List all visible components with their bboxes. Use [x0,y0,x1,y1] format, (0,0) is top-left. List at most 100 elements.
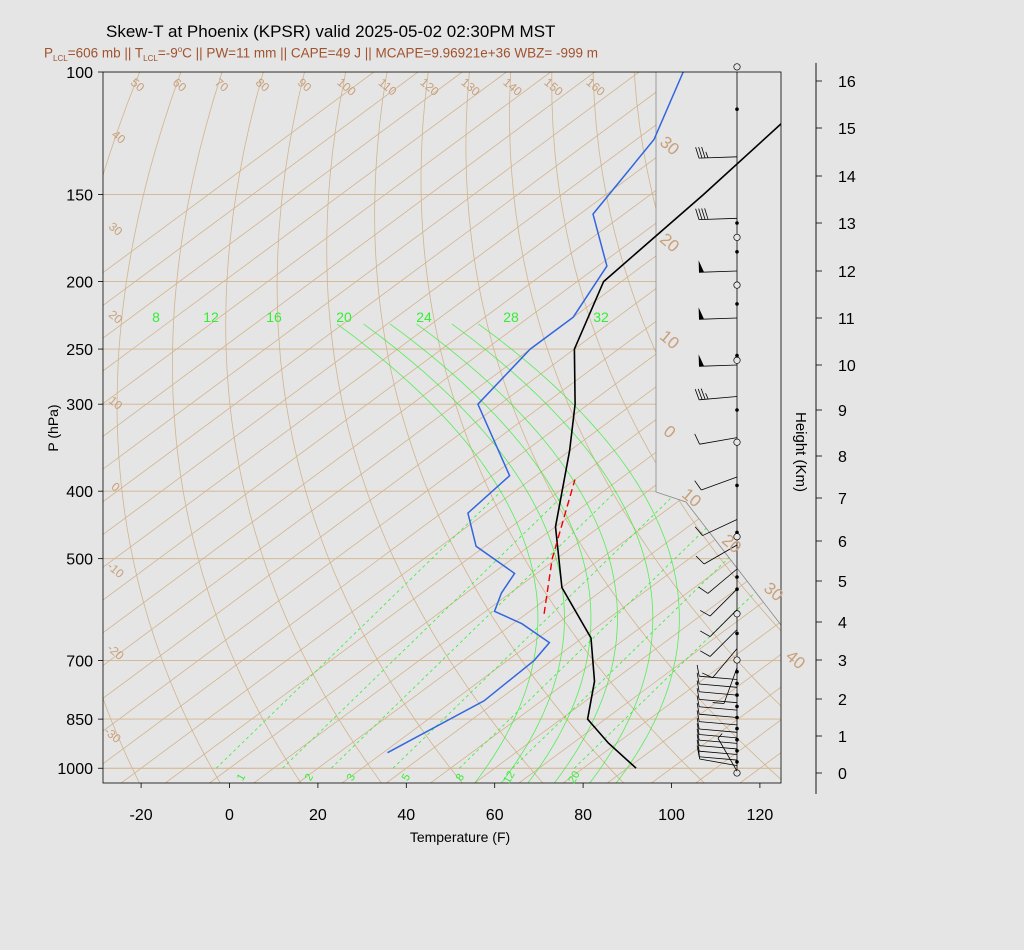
wind-barb-feather [695,555,705,565]
wind-level-circle [733,356,741,364]
temperature-tick-label: 0 [225,807,234,824]
subtitle-p-prefix: P [44,45,54,61]
isotherm-line [607,653,781,783]
height-tick-label: 16 [838,74,856,91]
isotherm-line [784,72,1024,783]
dry-adiabat-line [276,72,463,783]
isotherm-line [103,72,375,274]
subtitle-p-value: =606 mb || T [67,45,144,61]
wind-barb-staff [703,544,738,565]
height-tick-label: 12 [838,264,856,281]
pressure-tick-label: 400 [66,484,93,501]
temperature-tick-label: 120 [747,807,774,824]
mixing-ratio-line [459,490,745,769]
wind-barb-staff [699,437,738,445]
subtitle-t-value: =-9 [157,45,178,61]
dry-adiabat-line [116,72,221,783]
isotherm-line [103,72,419,306]
moist-adiabat-line [336,323,539,783]
moist-adiabat-line [478,323,680,783]
pressure-tick-label: 500 [66,552,93,569]
subtitle-rest: C || PW=11 mm || CAPE=49 J || MCAPE=9.96… [182,45,599,61]
pressure-tick-label: 300 [66,397,93,414]
wind-barb-feather [696,745,700,757]
wind-barb-staff [699,745,738,750]
dry-adiabat-line [840,72,1024,783]
isotherm-line [103,72,463,339]
dry-adiabat-line [374,72,624,783]
isotherm-line [386,490,781,783]
wind-level-circle [733,610,741,618]
moist-adiabat-line [389,323,592,783]
temperature-tick-label: 60 [486,807,504,824]
wind-barb-staff [699,364,738,367]
wind-barb-feather [701,208,706,220]
wind-barb-staff [699,270,738,273]
wind-level-dot [735,631,739,636]
wind-level-circle [733,769,741,777]
parcel-path-line [543,479,576,614]
wind-level-dot [735,302,739,306]
height-tick-label: 8 [838,449,847,466]
wind-barb-staff [699,706,738,711]
wind-barb-staff [699,675,738,680]
mixing-ratio-line [282,490,568,769]
isotherm-line [739,752,781,783]
wind-barb-feather [700,650,711,657]
mixing-ratio-top-label: 8 [152,309,160,325]
height-tick-label: 15 [838,121,856,138]
wind-barb-staff [701,476,738,491]
height-tick-label: 3 [838,653,847,670]
wind-barb-feather [696,672,700,685]
wind-barb-staff [699,721,738,726]
isotherm-line [518,588,781,783]
wind-barb-staff [699,698,738,704]
wind-barb-feather [704,208,709,220]
wind-barb-feather [696,723,700,735]
temperature-tick-label: 40 [397,807,415,824]
dry-adiabat-line [799,72,1024,783]
height-tick-label: 6 [838,534,847,551]
mixing-ratio-line [330,490,617,769]
wind-barb-feather [694,388,700,400]
wind-barb-staff [699,758,738,766]
wind-barb-flag [698,260,705,273]
wind-barb-feather [701,146,706,159]
temperature-tick-label: -20 [130,807,153,824]
wind-barb-staff [699,691,738,696]
plot-frame [102,71,782,784]
wind-level-dot [735,483,739,488]
isotherm-line [103,72,640,470]
wind-barb-feather [698,586,709,594]
wind-barb-flag [698,354,705,367]
wind-barb-feather [712,702,725,704]
wind-level-dot [735,353,739,358]
wind-level-circle [733,533,741,541]
wind-level-dot [735,575,739,579]
wind-barb-staff [709,629,738,657]
isotherm-line [103,72,596,437]
wind-panel-edge [655,72,782,626]
wind-level-dot [735,749,739,753]
subtitle-p-sub: LCL [53,54,68,64]
dry-adiabat-line [509,72,781,707]
dry-adiabat-line [420,72,705,783]
isotherm-line [103,261,781,765]
wind-barb-feather [702,672,713,679]
wind-barb-staff [699,739,738,744]
wind-level-dot [735,726,739,731]
wind-barb-feather [700,388,706,400]
isotherm-line [430,522,781,783]
wind-barb-feather [700,630,711,637]
mixing-ratio-top-label: 20 [336,309,352,325]
pressure-tick-label: 1000 [57,761,93,778]
pressure-tick-label: 850 [66,712,93,729]
wind-barb-feather [695,147,700,159]
isotherm-line [103,72,728,536]
mixing-ratio-bottom-label: 8 [454,772,467,783]
wind-barb-feather [696,695,700,707]
isotherm-label: 40 [782,646,809,673]
isotherm-line [103,72,684,503]
wind-barb-staff [699,156,738,159]
